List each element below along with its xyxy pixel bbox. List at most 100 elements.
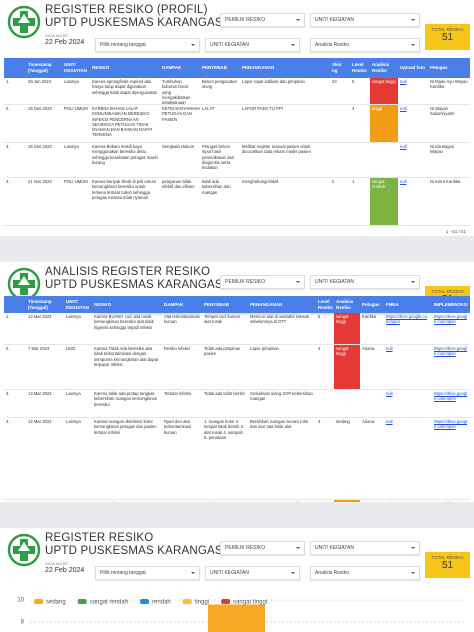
table-link[interactable]: null [384, 418, 432, 500]
filter-dropdown[interactable]: PEMILIK RESIKO [220, 13, 305, 27]
table-cell: KETIDAKNYAMANAN PETUGAS DAN PASIEN [160, 105, 200, 143]
table-cell: Lapor pimpinan [248, 345, 316, 390]
table-cell: 13 Mar 2023 [26, 313, 64, 345]
total-value: 51 [441, 32, 454, 43]
y-tick-label: 8 [21, 620, 25, 626]
table-header-cell: UNIT/ KEGIATAN [62, 58, 90, 78]
table-link[interactable]: https://drive.google.com/open [384, 313, 432, 345]
table-link[interactable]: https://drive.google.com/open [432, 345, 470, 390]
table-cell: 4. [4, 418, 26, 500]
table-cell: 12 Mar 2023 [26, 418, 64, 500]
table-cell: Belum pengecatan ulang [200, 78, 240, 105]
table-cell: Kardika [360, 313, 384, 345]
table-cell: 3. [4, 143, 26, 178]
filter-dropdown[interactable]: UNIT/ KEGIATAN [310, 13, 420, 27]
legend-swatch [221, 599, 231, 604]
table-link[interactable]: null [384, 390, 432, 418]
table-link[interactable]: https://drive.google.com/open [432, 313, 470, 345]
table-header-cell: Timestamp (Tanggal) [26, 58, 62, 78]
table-link[interactable]: null [398, 143, 428, 178]
table-link[interactable]: https://drive.google.com/open [432, 418, 470, 500]
filter-dropdown[interactable]: Analisis Resiko [310, 38, 420, 52]
table-cell: 4 [350, 105, 370, 143]
date-value: 22 Feb 2024 [45, 39, 85, 46]
table-cell: 13 Mar 2023 [26, 390, 64, 418]
table-header-cell: RESIKO [92, 296, 162, 313]
filter-dropdown[interactable]: UNIT/ KEGIATAN [310, 541, 420, 555]
panel-subtitle: UPTD PUSKESMAS KARANGASEM II [45, 545, 251, 557]
filter-dropdown[interactable]: PEMILIK RESIKO [220, 541, 305, 555]
total-label: TOTAL RESIKO [431, 289, 464, 294]
table-header-cell: Analisis Resiko [334, 296, 360, 313]
table-cell: Ariana [360, 345, 384, 390]
table-header-cell: PENANGANAN [240, 58, 330, 78]
filter-dropdown[interactable]: UNIT/ KEGIATAN [205, 38, 300, 52]
filter-dropdown[interactable]: Analisis Resiko [310, 566, 420, 580]
table-cell: Karena ruangan disinfeksi kotor kemungki… [92, 418, 162, 500]
table-cell: KARENA BAHAN LALAT KOMUNIKASIKAN BERESIK… [90, 105, 160, 143]
table-cell: Ni Ketut Kardika [428, 178, 470, 226]
table-cell [370, 143, 398, 178]
legend-swatch [140, 599, 150, 604]
filter-dropdown[interactable]: UNIT/ KEGIATAN [310, 275, 420, 289]
table-link[interactable]: null [398, 78, 428, 105]
table-link[interactable]: https://drive.google.com/open [432, 390, 470, 418]
date-label: DATA AKHIR [45, 561, 68, 566]
y-tick-label: 10 [17, 598, 24, 604]
table-cell: 2. [4, 345, 26, 390]
table-cell: Tempat cuci kuman alat rusak [202, 313, 248, 345]
table-cell [334, 390, 360, 418]
filter-dropdown[interactable]: Pilih rentang tanggal [95, 566, 200, 580]
table-link[interactable]: null [398, 178, 428, 226]
table-cell: Ni Made Ayu Wayan Kardika [428, 78, 470, 105]
table-header-cell [4, 58, 26, 78]
table-header-cell: UNIT/ KEGIATAN [64, 296, 92, 313]
panel-title: ANALISIS REGISTER RESIKO [45, 266, 211, 278]
table-link[interactable]: null [384, 345, 432, 390]
table-header-cell: RESIKO [90, 58, 160, 78]
table-cell: Ni Ida Bagus Wayan [428, 143, 470, 178]
filter-dropdown[interactable]: Pilih rentang tanggal [95, 38, 200, 52]
legend-swatch [182, 599, 192, 604]
table-cell: Resiko infeksi [162, 345, 202, 390]
panel-subtitle: UPTD PUSKESMAS KARANGASEM II [45, 17, 251, 29]
pagination: 1 - 51 / 51 [445, 229, 466, 234]
filter-dropdown[interactable]: PEMILIK RESIKO [220, 275, 305, 289]
table-cell: 29 Jan 2024 [26, 78, 62, 105]
logo [7, 533, 41, 567]
table-cell: Karena sprongfinds expired dan hanya tut… [90, 78, 160, 105]
table-cell: 1. [4, 313, 26, 345]
table-cell [330, 105, 350, 143]
table-header-cell: Analisis Resiko [370, 58, 398, 78]
table-cell: Tidak ada pimpinan pasien [202, 345, 248, 390]
table-cell: Ariana [360, 418, 384, 500]
table-cell: Lapor rapat indikasi dan pimpinan [240, 78, 330, 105]
table-cell: LALAT [200, 105, 240, 143]
table-cell: 1 [350, 178, 370, 226]
total-label: TOTAL RESIKO [431, 27, 464, 32]
table-cell: tinggi [370, 105, 398, 143]
table-header-cell: Timestamp (Tanggal) [26, 296, 64, 313]
table-cell [350, 143, 370, 178]
table-cell: Nyeri dan alat terkontaminasi kuman [162, 418, 202, 500]
table-cell [330, 143, 350, 178]
table-header-cell: IMPLEMENTASI [432, 296, 470, 313]
table-cell: Lainnya [64, 418, 92, 500]
filter-dropdown[interactable]: UNIT/ KEGIATAN [205, 566, 300, 580]
panel-subtitle: UPTD PUSKESMAS KARANGASEM II [45, 279, 251, 291]
table-cell: 5 [316, 313, 334, 345]
table-cell: 2 [330, 178, 350, 226]
table-link[interactable]: null [398, 105, 428, 143]
table-cell: Sengkata Hukum [160, 143, 200, 178]
table-cell [360, 390, 384, 418]
table-cell: 3. [4, 390, 26, 418]
total-value: 51 [441, 560, 454, 571]
legend-swatch [34, 599, 43, 604]
table-cell: Karena Bekam masih kayu menggunakan bere… [90, 143, 160, 178]
panel-title: REGISTER RESIKO (PROFIL) [45, 4, 208, 16]
table-cell: Karena Tidak Ada beresiko alat tidak ter… [92, 345, 162, 390]
table-cell: Tidak ada toilet bersih [202, 390, 248, 418]
table-cell: 4. [4, 178, 26, 226]
